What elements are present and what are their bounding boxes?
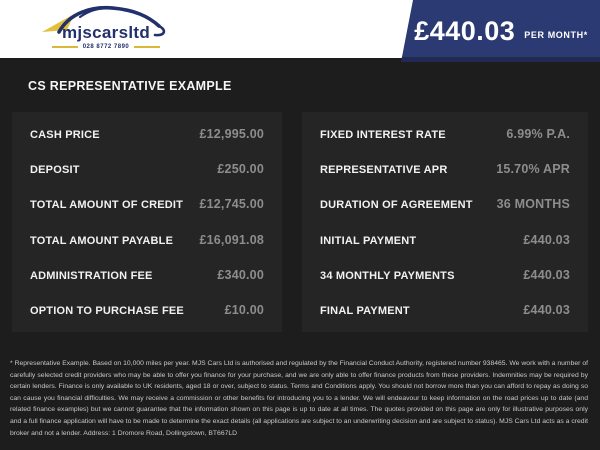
finance-row-value: £440.03 <box>523 267 570 282</box>
finance-row-value: £12,995.00 <box>199 127 264 141</box>
car-rear <box>153 24 166 37</box>
monthly-price-badge: £440.03 PER MONTH* <box>401 0 600 62</box>
disclaimer-text: * Representative Example. Based on 10,00… <box>10 360 588 437</box>
finance-row-value: £12,745.00 <box>199 197 264 212</box>
finance-row-apr: REPRESENTATIVE APR 15.70% APR <box>320 162 570 176</box>
header: mjscarsltd 028 8772 7890 £440.03 PER MON… <box>0 0 600 62</box>
finance-row-value: £250.00 <box>217 162 264 177</box>
finance-row-label: TOTAL AMOUNT PAYABLE <box>30 234 174 247</box>
finance-table-right: FIXED INTEREST RATE 6.99% P.A. REPRESENT… <box>302 112 588 332</box>
finance-row-final-payment: FINAL PAYMENT £440.03 <box>320 303 570 317</box>
finance-table-left: CASH PRICE £12,995.00 DEPOSIT £250.00 TO… <box>12 112 282 332</box>
finance-row-label: 34 MONTHLY PAYMENTS <box>320 269 455 282</box>
finance-row-label: TOTAL AMOUNT OF CREDIT <box>30 199 184 212</box>
finance-row-value: £340.00 <box>217 267 264 282</box>
finance-row-label: INITIAL PAYMENT <box>320 234 417 247</box>
finance-row-label: FIXED INTEREST RATE <box>320 129 446 141</box>
price-period: PER MONTH* <box>524 30 588 40</box>
car-swoosh-gold <box>42 14 74 32</box>
finance-row-label: DURATION OF AGREEMENT <box>320 199 473 212</box>
finance-row-value: £16,091.08 <box>199 232 264 247</box>
panel-title: CS REPRESENTATIVE EXAMPLE <box>28 79 232 93</box>
finance-row-label: REPRESENTATIVE APR <box>320 164 448 177</box>
finance-row-label: FINAL PAYMENT <box>320 304 410 317</box>
finance-row-interest-rate: FIXED INTEREST RATE 6.99% P.A. <box>320 127 570 141</box>
price-amount: £440.03 <box>414 15 516 46</box>
finance-row-total-payable: TOTAL AMOUNT PAYABLE £16,091.08 <box>30 233 264 247</box>
phone-number: 028 8772 7890 <box>82 44 130 50</box>
representative-example-panel: CS REPRESENTATIVE EXAMPLE CASH PRICE £12… <box>0 58 600 450</box>
gold-dash-right <box>134 46 161 48</box>
finance-row-admin-fee: ADMINISTRATION FEE £340.00 <box>30 268 264 282</box>
price-badge-underline <box>401 57 600 62</box>
dealer-logo[interactable]: mjscarsltd 028 8772 7890 <box>38 3 174 55</box>
finance-row-cash-price: CASH PRICE £12,995.00 <box>30 127 264 141</box>
finance-row-value: £440.03 <box>523 232 570 247</box>
car-icon <box>42 5 166 37</box>
finance-row-deposit: DEPOSIT £250.00 <box>30 162 264 176</box>
finance-row-label: DEPOSIT <box>30 164 80 177</box>
logo-phone-row: 028 8772 7890 <box>38 44 174 50</box>
finance-row-value: 36 MONTHS <box>496 197 570 212</box>
finance-row-value: £10.00 <box>224 302 264 317</box>
gold-dash-left <box>51 46 78 48</box>
car-window-line <box>78 7 118 19</box>
finance-row-monthly-payments: 34 MONTHLY PAYMENTS £440.03 <box>320 268 570 282</box>
finance-row-label: CASH PRICE <box>30 129 100 141</box>
finance-row-option-fee: OPTION TO PURCHASE FEE £10.00 <box>30 303 264 317</box>
finance-row-duration: DURATION OF AGREEMENT 36 MONTHS <box>320 197 570 211</box>
finance-row-label: ADMINISTRATION FEE <box>30 269 153 282</box>
logo-text: mjscarsltd <box>61 23 151 42</box>
finance-row-value: 15.70% APR <box>496 162 570 177</box>
finance-row-value: £440.03 <box>523 302 570 317</box>
finance-row-value: 6.99% P.A. <box>506 127 570 141</box>
finance-row-total-credit: TOTAL AMOUNT OF CREDIT £12,745.00 <box>30 197 264 211</box>
finance-row-label: OPTION TO PURCHASE FEE <box>30 304 184 317</box>
finance-row-initial-payment: INITIAL PAYMENT £440.03 <box>320 233 570 247</box>
